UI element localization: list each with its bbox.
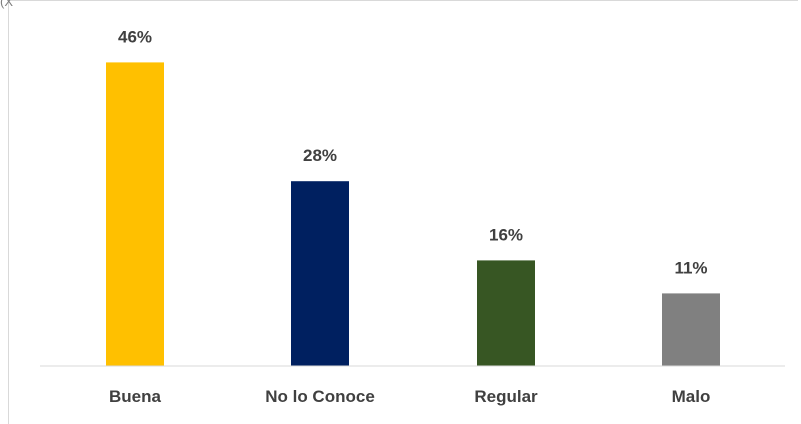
- category-label: Regular: [474, 387, 538, 406]
- category-label: Buena: [109, 387, 162, 406]
- bars-layer: [106, 62, 720, 367]
- value-label: 28%: [303, 146, 337, 165]
- bar-regular: [477, 260, 535, 366]
- corner-fragment-text: (X: [0, 0, 13, 9]
- value-label: 46%: [118, 27, 152, 46]
- bar-no-lo-conoce: [291, 181, 349, 366]
- bar-malo: [662, 293, 720, 366]
- value-label: 11%: [674, 258, 707, 277]
- value-label: 16%: [489, 225, 523, 244]
- category-label: Malo: [672, 387, 711, 406]
- labels-layer: 46% Buena 28% No lo Conoce 16% Regular 11% Malo: [109, 27, 710, 406]
- bar-buena: [106, 62, 164, 367]
- chart-frame: [8, 0, 798, 424]
- category-label: No lo Conoce: [265, 387, 375, 406]
